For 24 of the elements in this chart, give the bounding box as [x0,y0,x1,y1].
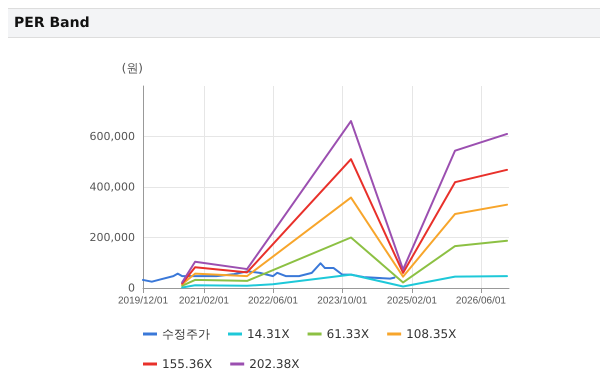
legend-label: 수정주가 [162,327,210,341]
line-series [181,274,508,288]
y-tick-label: 200,000 [90,231,135,244]
line-series [142,262,396,283]
x-tick-label: 2026/06/01 [456,296,506,306]
line-series [181,196,508,286]
legend-label: 61.33X [326,327,370,341]
legend-label: 155.36X [162,357,212,371]
legend-label: 202.38X [249,357,300,371]
y-tick-label: 400,000 [90,180,135,194]
x-tick-label: 2022/06/01 [248,296,298,306]
line-series [181,158,508,284]
x-tick-label: 2025/02/01 [386,296,438,306]
y-tick-label: 600,000 [90,130,135,143]
chart-title: PER Band [8,8,600,38]
legend-label: 108.35X [406,327,456,341]
x-tick-label: 2021/02/01 [178,296,230,306]
line-series [181,236,508,287]
y-axis-title: (원) [122,61,143,75]
x-tick-label: 2023/10/01 [317,296,368,306]
x-tick-label: 2019/12/01 [118,296,168,306]
legend-label: 14.31X [247,327,290,341]
line-series [181,120,508,284]
y-tick-label: 0 [128,282,135,294]
